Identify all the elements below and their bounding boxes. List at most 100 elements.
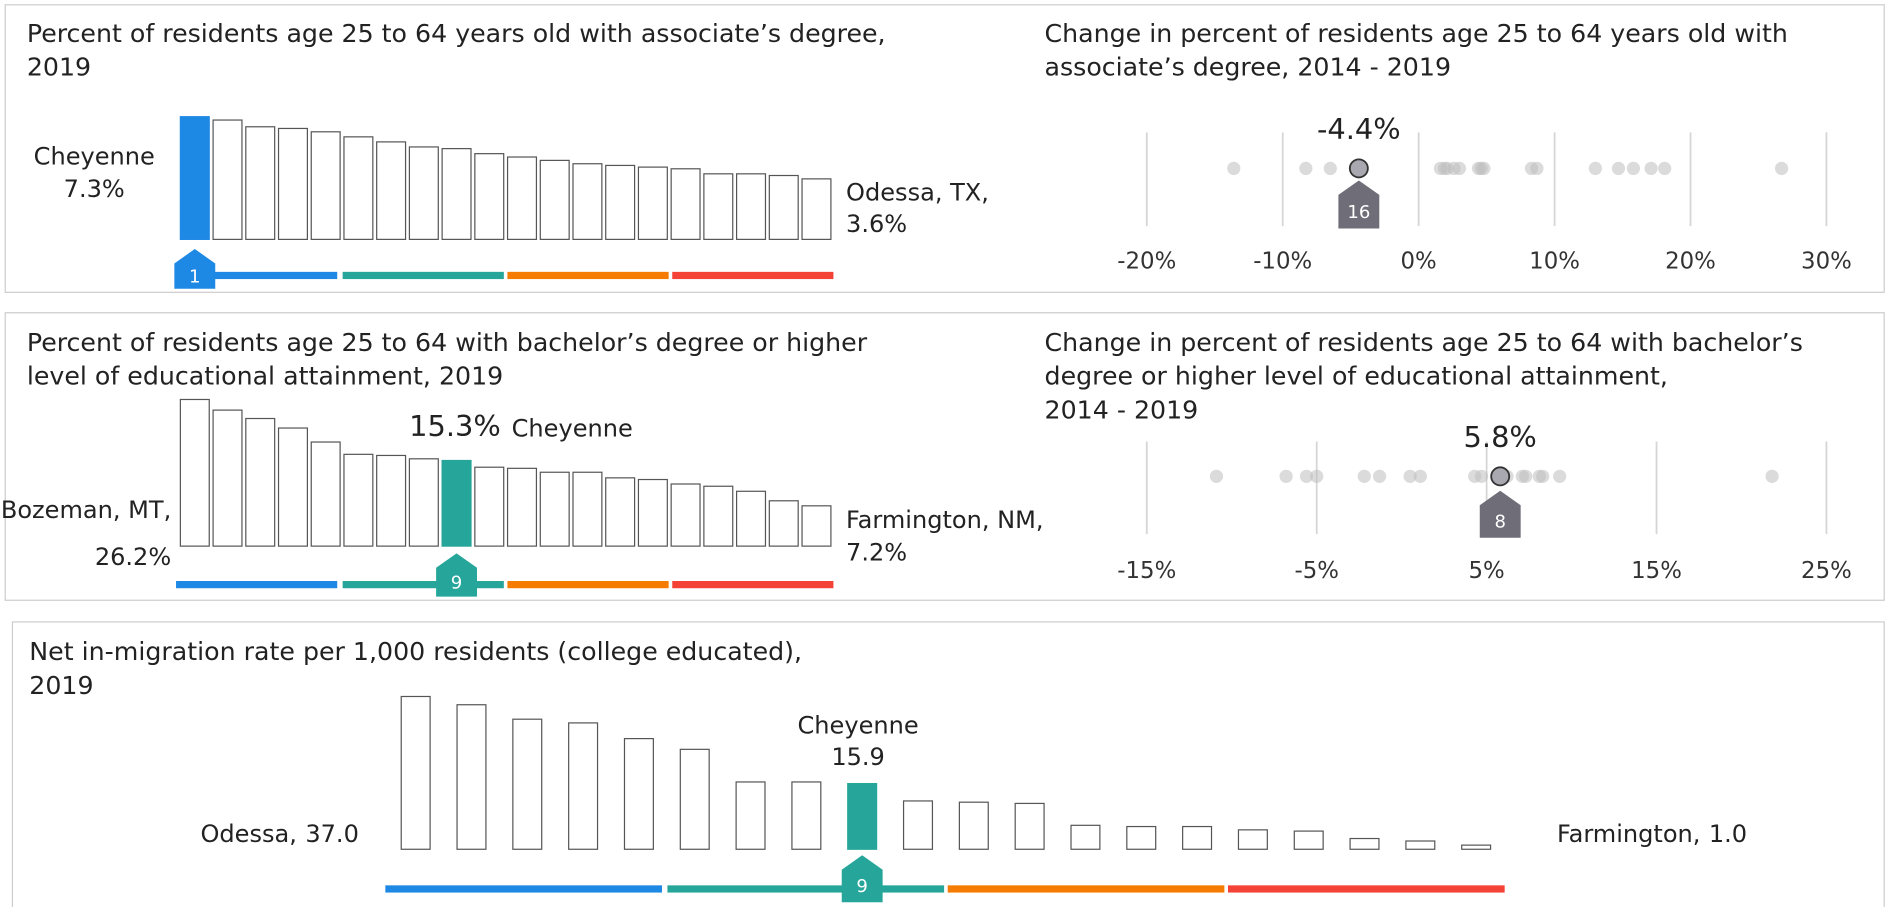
quartile-band <box>176 271 338 280</box>
chart-title: 2019 <box>27 53 91 82</box>
rank-marker <box>436 553 478 597</box>
chart-title: Percent of residents age 25 to 64 years … <box>27 19 886 48</box>
category-label: Cheyenne <box>798 712 919 740</box>
dot <box>1588 161 1602 176</box>
bar <box>637 166 668 240</box>
rank-marker <box>1338 180 1380 229</box>
quartile-band <box>672 581 834 589</box>
bar <box>245 126 276 240</box>
quartile-band <box>176 581 338 589</box>
bar <box>376 454 407 547</box>
dot <box>1227 161 1241 176</box>
bar <box>474 466 505 547</box>
highlight-bar <box>179 116 210 240</box>
highlight-dot <box>1490 466 1511 487</box>
rank-marker <box>841 855 883 903</box>
category-label: Cheyenne <box>34 143 155 171</box>
bar <box>310 131 341 240</box>
bar <box>376 141 407 240</box>
quartile-band <box>672 271 834 280</box>
chart-title: degree or higher level of educational at… <box>1045 362 1668 391</box>
bar <box>277 427 308 547</box>
highlight-bar <box>441 459 472 547</box>
chart-title: Percent of residents age 25 to 64 with b… <box>27 328 868 357</box>
dot <box>1372 469 1387 483</box>
dot <box>1477 161 1491 176</box>
bar <box>679 748 710 850</box>
bar <box>605 477 636 547</box>
dot <box>1536 469 1550 483</box>
bar <box>512 718 543 850</box>
bar <box>572 471 603 547</box>
quartile-band <box>342 271 504 280</box>
bar <box>343 453 374 547</box>
bar <box>343 136 374 240</box>
value-label: 7.3% <box>64 175 125 203</box>
value-label: 5.8% <box>1464 420 1537 454</box>
bar <box>1182 825 1213 850</box>
endpoint-label: Odessa, 37.0 <box>200 820 358 848</box>
chart-title: Change in percent of residents age 25 to… <box>1045 19 1788 48</box>
bar <box>958 801 989 850</box>
value-label: 1.0 <box>1709 820 1747 848</box>
dot <box>1774 161 1789 176</box>
bar <box>605 164 636 240</box>
value-label: 3.6% <box>846 210 907 238</box>
rank-label: 8 <box>1494 512 1505 533</box>
chart-title: 2019 <box>29 671 93 700</box>
bar <box>179 398 210 547</box>
value-label: 37.0 <box>305 820 359 848</box>
bar <box>670 483 701 547</box>
bar <box>768 500 799 547</box>
dot <box>1403 469 1417 483</box>
quartile-band <box>1227 885 1505 893</box>
bar <box>735 173 767 240</box>
bar <box>637 478 668 547</box>
quartile-band <box>342 581 504 589</box>
bar <box>1293 830 1324 850</box>
dot <box>1279 469 1293 483</box>
bar <box>539 159 570 240</box>
x-tick-label: 30% <box>1801 249 1852 275</box>
bar <box>1349 837 1380 850</box>
dot <box>1553 469 1567 483</box>
bar <box>474 153 505 240</box>
bar <box>1014 802 1045 850</box>
bar <box>506 467 538 547</box>
category-label: Farmington, <box>1557 820 1700 848</box>
bar <box>768 174 799 240</box>
bar <box>310 441 341 547</box>
value-label: 15.9 <box>831 743 885 771</box>
bar <box>703 485 734 547</box>
value-label: 15.3% <box>409 409 501 443</box>
panel <box>4 312 1885 601</box>
dot <box>1323 161 1337 176</box>
dot <box>1452 161 1467 176</box>
bar <box>1461 844 1492 850</box>
bar <box>623 738 654 850</box>
x-tick-label: -5% <box>1294 558 1338 584</box>
bar <box>456 704 487 850</box>
chart-title: 2014 - 2019 <box>1045 395 1199 424</box>
bar <box>801 505 832 547</box>
chart-title: associate’s degree, 2014 - 2019 <box>1045 53 1451 82</box>
bar <box>902 800 934 850</box>
quartile-band <box>507 581 669 589</box>
dot <box>1357 469 1371 483</box>
bar <box>212 409 243 547</box>
panel <box>11 621 1885 907</box>
category-label: Cheyenne <box>512 414 633 442</box>
value-label: 26.2% <box>95 543 171 571</box>
value-label: -4.4% <box>1317 112 1401 146</box>
dot <box>1209 469 1224 483</box>
x-tick-label: 0% <box>1401 249 1437 275</box>
bar <box>408 146 439 240</box>
x-tick-label: 5% <box>1468 558 1504 584</box>
x-tick-label: -15% <box>1117 558 1176 584</box>
bar <box>735 781 766 850</box>
highlight-dot <box>1348 158 1369 179</box>
dot <box>1519 469 1533 483</box>
bar <box>735 490 767 547</box>
